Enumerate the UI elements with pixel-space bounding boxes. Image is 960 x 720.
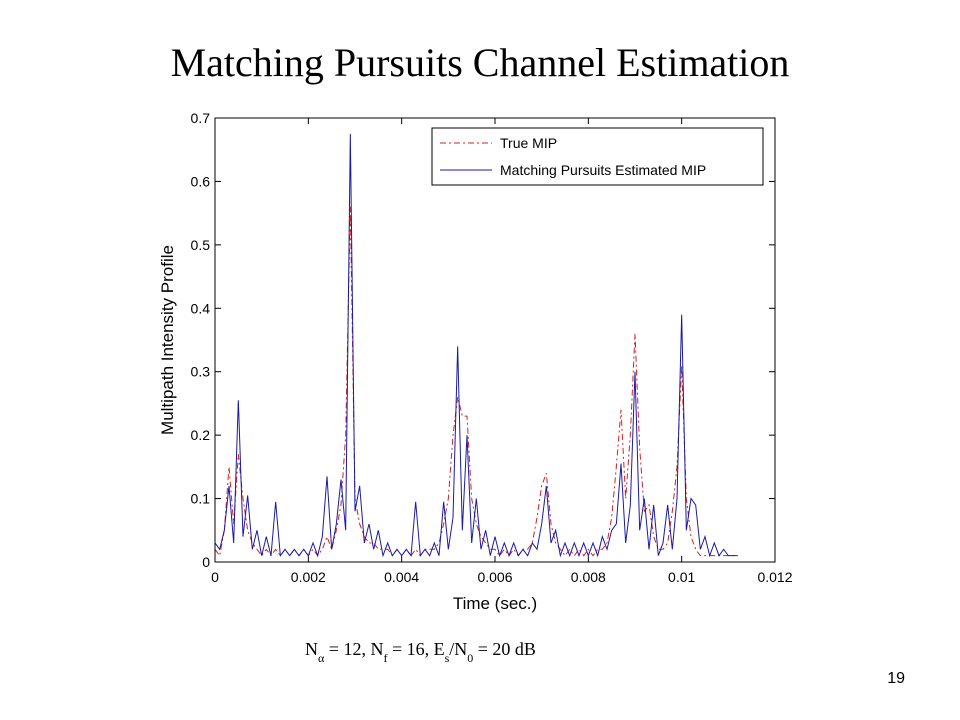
page-number: 19 bbox=[887, 670, 905, 687]
y-tick-label: 0.1 bbox=[191, 491, 211, 507]
y-tick-label: 0.7 bbox=[191, 110, 211, 126]
x-tick-label: 0.01 bbox=[668, 569, 695, 585]
caption-text: N bbox=[305, 639, 318, 659]
caption-subscript: s bbox=[445, 651, 450, 665]
caption: Nα = 12, Nf = 16, Es/N0 = 20 dB bbox=[305, 639, 536, 665]
caption-text: = 20 dB bbox=[473, 639, 536, 659]
y-tick-label: 0.4 bbox=[191, 300, 211, 316]
y-tick-label: 0.2 bbox=[191, 427, 211, 443]
y-tick-label: 0 bbox=[202, 554, 210, 570]
caption-text: = 16, E bbox=[387, 639, 444, 659]
caption-subscript: α bbox=[318, 651, 325, 665]
caption-text: = 12, N bbox=[324, 639, 383, 659]
legend-label: Matching Pursuits Estimated MIP bbox=[500, 162, 706, 178]
x-tick-label: 0 bbox=[211, 569, 219, 585]
x-axis-label: Time (sec.) bbox=[453, 594, 537, 613]
x-tick-label: 0.012 bbox=[757, 569, 792, 585]
caption-subscript: 0 bbox=[467, 651, 473, 665]
y-axis-label: Multipath Intensity Profile bbox=[158, 245, 177, 435]
caption-text: /N bbox=[449, 639, 467, 659]
axes-box bbox=[214, 117, 776, 563]
x-tick-label: 0.006 bbox=[477, 569, 512, 585]
y-tick-label: 0.5 bbox=[191, 237, 211, 253]
x-tick-label: 0.008 bbox=[571, 569, 606, 585]
series-line bbox=[214, 133, 738, 558]
y-tick-label: 0.3 bbox=[191, 364, 211, 380]
legend-box bbox=[431, 127, 764, 186]
plot-area bbox=[215, 118, 775, 562]
chart-title: Matching Pursuits Channel Estimation bbox=[171, 40, 790, 85]
legend-label: True MIP bbox=[500, 135, 557, 151]
x-tick-label: 0.002 bbox=[291, 569, 326, 585]
x-tick-label: 0.004 bbox=[384, 569, 419, 585]
caption-subscript: f bbox=[383, 651, 387, 665]
y-tick-label: 0.6 bbox=[191, 173, 211, 189]
